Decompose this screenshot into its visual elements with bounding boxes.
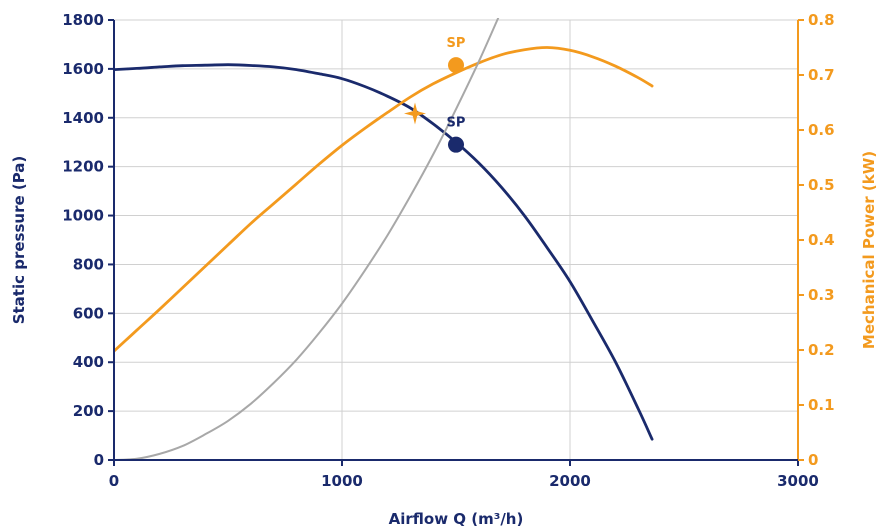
y-tick-label: 200	[73, 402, 104, 420]
star-marker	[404, 102, 426, 125]
y2-tick-label: 0.6	[808, 121, 835, 139]
power-curve	[114, 46, 654, 353]
pressure-curve	[114, 63, 654, 441]
sp-label: SP	[447, 36, 466, 51]
y2-axis-title: Mechanical Power (kW)	[860, 151, 878, 349]
y2-tick-label: 0	[808, 451, 818, 469]
y-tick-label: 1400	[62, 109, 104, 127]
x-tick-label: 2000	[549, 472, 591, 490]
y2-tick-label: 0.2	[808, 341, 835, 359]
curves	[114, 18, 654, 461]
operating-point-marker	[448, 136, 464, 153]
y-tick-label: 1600	[62, 60, 104, 78]
y-tick-label: 1000	[62, 207, 104, 225]
system-curve	[114, 18, 500, 461]
y-tick-label: 1800	[62, 11, 104, 29]
y-tick-label: 400	[73, 353, 104, 371]
y2-tick-label: 0.4	[808, 231, 835, 249]
y2-tick-label: 0.3	[808, 286, 835, 304]
y2-tick-label: 0.8	[808, 11, 835, 29]
y2-tick-label: 0.1	[808, 396, 835, 414]
x-tick-label: 3000	[777, 472, 819, 490]
x-axis-title: Airflow Q (m³/h)	[389, 510, 524, 528]
markers: SP SP	[404, 36, 465, 153]
sp-label: SP	[447, 116, 466, 131]
axes	[113, 20, 799, 461]
ticks: 0 1000 2000 3000 0 200 400 600 800 1000 1200 1400 16…	[62, 11, 834, 490]
y-tick-label: 600	[73, 304, 104, 322]
y-tick-label: 800	[73, 255, 104, 273]
grid	[114, 19, 799, 460]
y2-tick-label: 0.7	[808, 66, 835, 84]
y-tick-label: 0	[94, 451, 104, 469]
y2-tick-label: 0.5	[808, 176, 835, 194]
x-tick-label: 0	[109, 472, 119, 490]
operating-point-marker	[448, 57, 464, 74]
y-tick-label: 1200	[62, 158, 104, 176]
y-axis-title: Static pressure (Pa)	[10, 156, 28, 325]
x-tick-label: 1000	[321, 472, 363, 490]
